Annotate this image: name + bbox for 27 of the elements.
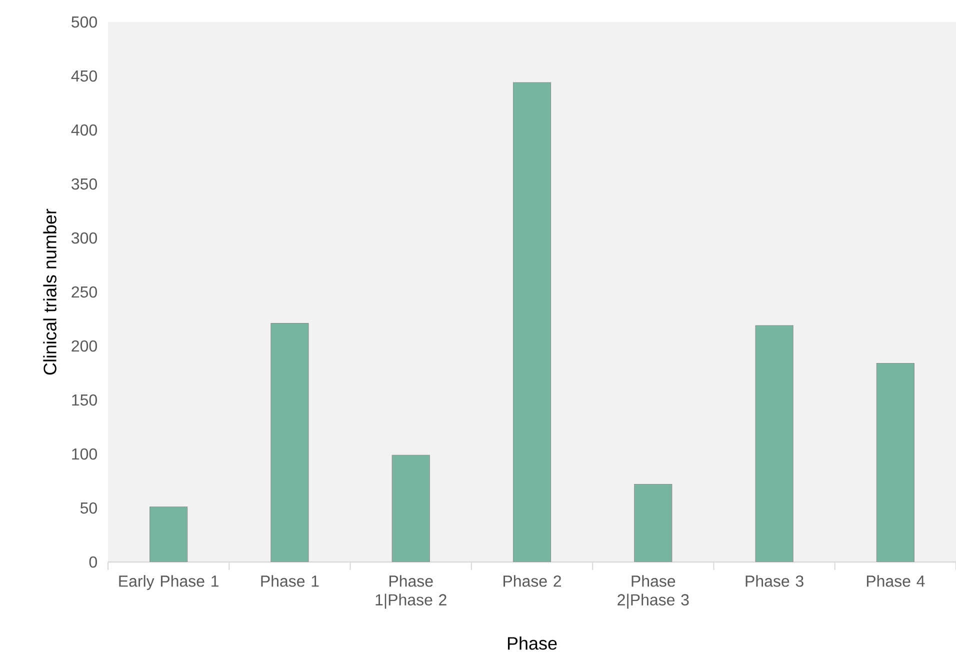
y-tick-label: 250 — [72, 286, 97, 298]
bar — [876, 363, 914, 562]
x-tick-label: Phase 1 — [261, 575, 319, 587]
y-axis-title: Clinical trials number — [43, 208, 56, 375]
y-tick-label: 200 — [72, 340, 97, 352]
y-tick-label: 350 — [72, 178, 97, 190]
y-tick-label: 50 — [80, 502, 97, 514]
x-tick-label: Early Phase 1 — [119, 575, 218, 590]
y-tick-label: 500 — [72, 16, 97, 28]
bar — [150, 506, 188, 562]
y-tick-label: 150 — [72, 394, 97, 406]
bar — [270, 323, 309, 562]
y-tick-label: 100 — [72, 448, 97, 460]
x-tick-label: Phase 2|Phase 3 — [618, 575, 689, 609]
x-axis-title: Phase — [508, 636, 557, 650]
y-tick-label: 0 — [89, 556, 97, 568]
x-tick-label: Phase 4 — [866, 575, 925, 587]
y-tick-label: 400 — [71, 124, 97, 136]
y-tick-label: 450 — [71, 70, 97, 82]
y-tick-label: 300 — [72, 232, 97, 244]
bar — [755, 325, 794, 562]
x-tick-label: Phase 1|Phase 2 — [376, 575, 446, 609]
bar — [392, 454, 430, 562]
x-tick-label: Phase 3 — [746, 575, 804, 587]
x-tick-label: Phase 2 — [504, 575, 561, 587]
bar — [512, 82, 552, 562]
bar — [634, 484, 672, 562]
